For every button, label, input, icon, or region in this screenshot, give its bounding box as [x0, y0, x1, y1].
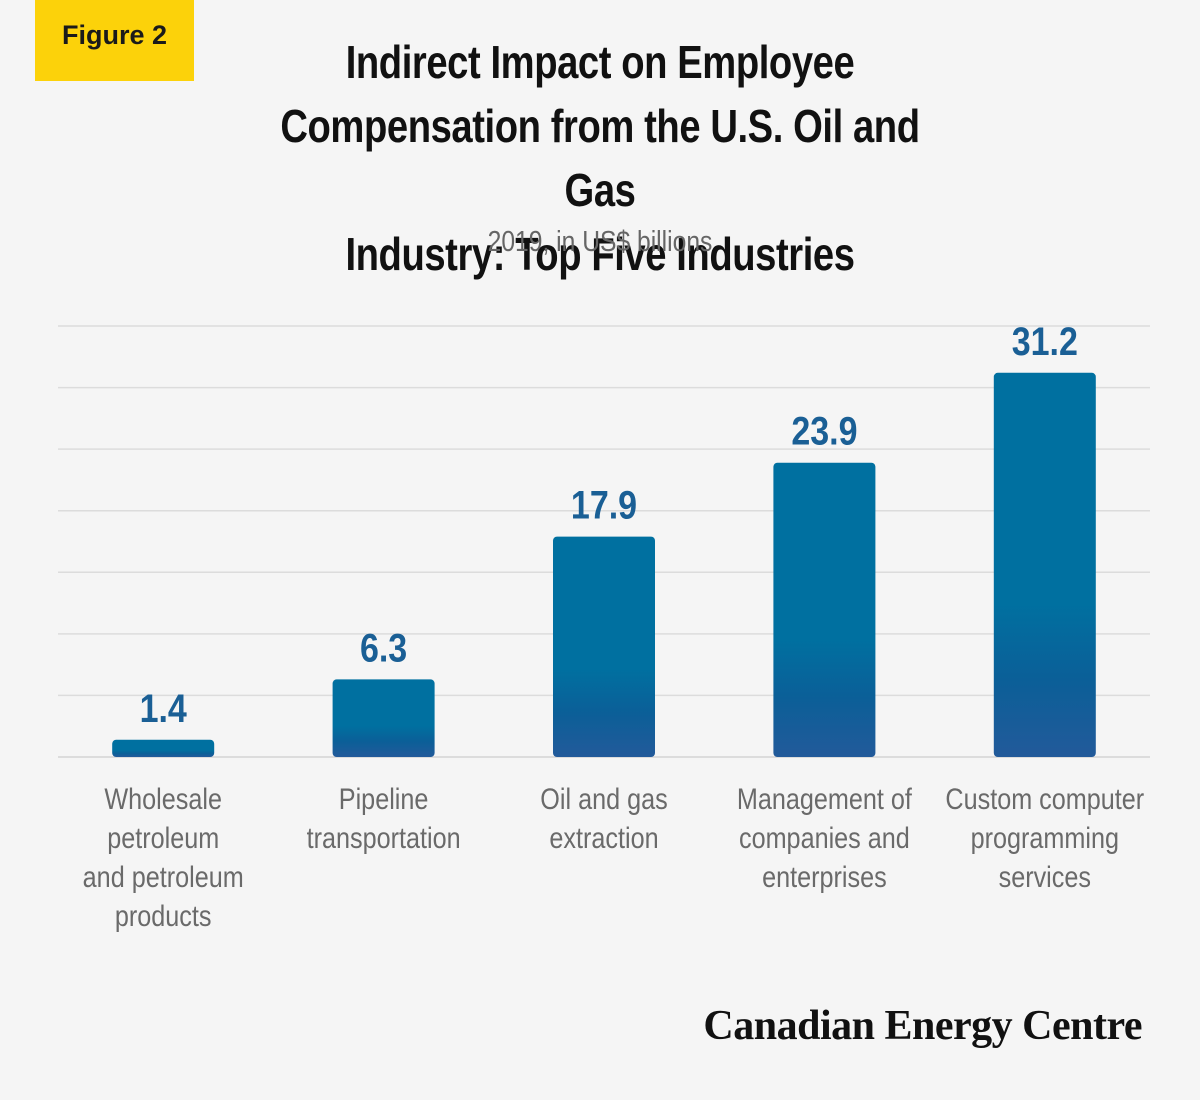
data-label: 1.4 — [140, 685, 188, 730]
bar — [332, 679, 435, 757]
bar-chart: 1.4 Wholesale petroleum and petroleum produc… — [58, 318, 1150, 933]
category-label-line: Custom computer — [945, 782, 1144, 816]
category-label: Oil and gas extraction — [540, 782, 667, 855]
figure-label: Figure 2 — [61, 20, 168, 50]
category-label-line: Pipeline — [339, 782, 429, 816]
chart-title: Indirect Impact on Employee Compensation… — [268, 30, 932, 286]
bar — [112, 739, 215, 757]
bar — [773, 462, 876, 757]
category-label-line: companies and — [739, 821, 910, 855]
category-label-line: transportation — [307, 821, 461, 855]
chart-subtitle: 2019, in US$ billions — [487, 226, 713, 258]
category-label-line: Wholesale — [104, 782, 222, 816]
category-label-line: Management of — [737, 782, 912, 816]
chart-title-line: Indirect Impact on Employee — [345, 36, 855, 88]
figure-badge: Figure 2 — [35, 0, 194, 81]
category-label-line: products — [115, 899, 212, 933]
category-label-line: petroleum — [107, 821, 219, 855]
category-label-line: and petroleum — [83, 860, 244, 894]
category-label-line: programming — [971, 821, 1119, 855]
brand-logo: Canadian Energy Centre — [703, 1003, 1142, 1049]
category-label: Pipeline transportation — [307, 782, 461, 855]
bar — [993, 372, 1096, 757]
category-label-line: Oil and gas — [540, 782, 667, 816]
category-label-line: services — [999, 860, 1091, 894]
category-label-line: extraction — [549, 821, 658, 855]
category-label: Custom computer programming services — [945, 782, 1144, 894]
category-label: Management of companies and enterprises — [737, 782, 912, 894]
data-label: 17.9 — [571, 482, 637, 527]
category-label: Wholesale petroleum and petroleum products — [83, 782, 244, 933]
data-label: 6.3 — [360, 625, 407, 670]
bar — [553, 536, 655, 757]
data-label: 31.2 — [1012, 318, 1078, 363]
chart-title-line: Compensation from the U.S. Oil and Gas — [280, 100, 920, 216]
chart-title-line: Industry: Top Five Industries — [345, 228, 855, 280]
data-label: 23.9 — [791, 408, 857, 453]
category-label-line: enterprises — [762, 860, 887, 894]
